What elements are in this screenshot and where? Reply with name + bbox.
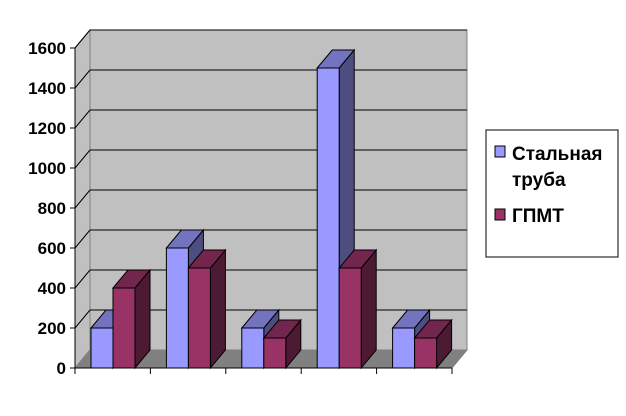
gridline-side-1400: [74, 69, 91, 89]
bar-front-s1-c3: [338, 267, 362, 369]
gridline-side-1600: [74, 29, 91, 49]
bar-front-s0-c1: [165, 247, 189, 369]
bar-s1-c3: [338, 248, 378, 370]
legend-swatch-steel-pipe: [494, 145, 506, 158]
bar-front-s1-c0: [112, 287, 136, 369]
gridline-side-800: [74, 189, 91, 209]
bar-front-s0-c3: [316, 67, 340, 369]
bar-side-s1-c1: [209, 248, 226, 370]
gridline-side-200: [74, 309, 91, 329]
y-axis-tick-labels: 0 200 400 600 800 1000 1200 1400 1600: [28, 39, 75, 378]
y-tick-label-400: 400: [38, 279, 66, 298]
gridlines: [74, 29, 467, 329]
y-tick-label-200: 200: [38, 319, 66, 338]
y-tick-label-1200: 1200: [28, 119, 66, 138]
bar-front-s1-c2: [263, 337, 287, 369]
y-tick-label-0: 0: [57, 359, 66, 378]
y-tick-label-1000: 1000: [28, 159, 66, 178]
y-tick-label-600: 600: [38, 239, 66, 258]
legend-box: [485, 129, 619, 258]
gridline-side-1200: [74, 109, 91, 129]
bars: [89, 48, 453, 370]
bar-front-s1-c1: [187, 267, 211, 369]
y-tick-label-1400: 1400: [28, 79, 66, 98]
bar-front-s0-c0: [90, 327, 114, 369]
bar-s1-c2: [262, 318, 302, 370]
bar-front-s0-c2: [241, 327, 265, 369]
gridline-side-1000: [74, 149, 91, 169]
y-tick-label-1600: 1600: [28, 39, 66, 58]
bar-s1-c4: [413, 318, 453, 370]
legend-label-steel-pipe-line2: труба: [512, 170, 566, 191]
legend-label-gpmt: ГПМТ: [512, 206, 564, 227]
gridline-side-400: [74, 269, 91, 289]
gridline-side-600: [74, 229, 91, 249]
legend-swatch-gpmt: [494, 208, 506, 221]
bar-side-s1-c3: [360, 248, 377, 370]
bar-s1-c0: [111, 268, 152, 370]
legend-label-steel-pipe-line1: Стальная: [512, 144, 602, 165]
bar-s1-c1: [187, 248, 227, 370]
legend: Стальная труба ГПМТ: [485, 129, 619, 258]
bar-front-s0-c4: [392, 327, 416, 369]
y-tick-label-800: 800: [38, 199, 66, 218]
bar-front-s1-c4: [414, 337, 438, 369]
